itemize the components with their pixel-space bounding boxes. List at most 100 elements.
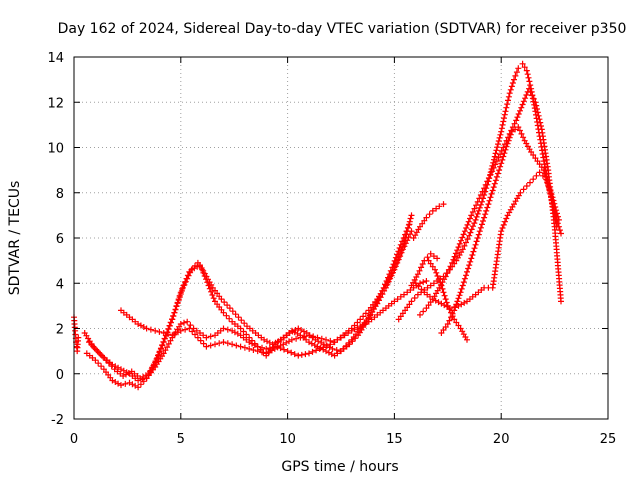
data-point — [500, 230, 503, 232]
data-point — [368, 309, 370, 312]
data-point — [432, 298, 434, 300]
x-axis-label: GPS time / hours — [281, 459, 398, 475]
data-point — [419, 282, 421, 285]
data-point — [342, 334, 344, 337]
data-point — [517, 126, 520, 128]
data-point — [513, 203, 515, 205]
data-point — [199, 332, 201, 334]
data-point — [521, 63, 524, 65]
data-point — [476, 201, 479, 203]
data-point — [120, 368, 122, 371]
data-point — [517, 67, 520, 70]
series-trace-11 — [408, 250, 441, 289]
y-tick-label: 6 — [56, 232, 64, 247]
data-point — [256, 350, 259, 352]
chart-title: Day 162 of 2024, Sidereal Day-to-day VTE… — [58, 21, 627, 37]
data-point — [472, 250, 475, 253]
data-point — [543, 169, 545, 171]
data-point — [180, 330, 182, 332]
data-point — [297, 354, 300, 357]
data-point — [359, 327, 362, 330]
data-point — [120, 384, 122, 386]
data-point — [308, 334, 310, 337]
series-trace-4 — [86, 221, 413, 382]
data-point — [513, 78, 515, 81]
data-point — [406, 291, 409, 294]
data-point — [466, 339, 468, 341]
data-point — [474, 219, 477, 221]
data-point — [447, 323, 449, 325]
data-point — [462, 248, 464, 251]
data-point — [508, 92, 511, 94]
data-point — [491, 287, 494, 289]
y-axis-label: SDTVAR / TECUs — [7, 181, 23, 296]
data-point — [526, 185, 528, 187]
data-point — [188, 327, 191, 330]
data-point — [412, 237, 415, 239]
data-point — [506, 214, 509, 217]
data-point — [423, 259, 426, 262]
data-point — [447, 305, 449, 307]
data-point — [205, 345, 208, 348]
data-point — [425, 216, 428, 219]
data-point — [214, 334, 216, 337]
data-point — [299, 336, 302, 339]
data-point — [229, 307, 231, 309]
data-point — [376, 298, 379, 300]
data-point — [526, 69, 528, 72]
data-point — [248, 348, 250, 350]
data-point — [560, 232, 562, 235]
x-tick-label: 0 — [70, 432, 78, 447]
y-tick-label: 0 — [56, 368, 64, 383]
data-point — [464, 230, 466, 232]
data-point — [308, 352, 310, 355]
tick-layer: 0 5 10 15 20 25 -2 0 2 4 6 8 10 12 14 — [47, 51, 616, 447]
data-point — [76, 350, 78, 352]
data-point — [130, 370, 133, 373]
data-point — [111, 379, 114, 382]
data-point — [511, 130, 513, 133]
data-point — [137, 386, 139, 389]
data-point — [479, 230, 481, 232]
data-point — [192, 327, 195, 330]
data-point — [440, 284, 443, 287]
data-point — [316, 345, 319, 348]
data-point — [186, 320, 188, 323]
data-point — [444, 275, 447, 278]
data-point — [457, 246, 460, 248]
data-point — [314, 339, 317, 341]
data-point — [222, 341, 225, 343]
data-point — [385, 307, 387, 309]
series-trace-9 — [438, 124, 560, 336]
data-point — [214, 343, 216, 346]
data-point — [376, 314, 379, 316]
data-point — [120, 309, 122, 312]
data-point — [438, 287, 441, 289]
data-point — [231, 320, 233, 323]
data-point — [417, 273, 419, 276]
data-point — [498, 169, 500, 171]
x-tick-label: 5 — [177, 432, 185, 447]
data-point — [504, 149, 507, 151]
data-point — [340, 350, 342, 352]
data-point — [220, 298, 223, 300]
data-point — [331, 348, 334, 350]
data-point — [410, 284, 413, 287]
data-point — [432, 210, 434, 212]
data-point — [350, 327, 353, 330]
data-point — [521, 103, 524, 106]
data-point — [530, 151, 532, 153]
data-point — [410, 300, 413, 303]
data-point — [128, 316, 131, 319]
data-point — [254, 332, 257, 334]
data-point — [231, 330, 233, 332]
data-point — [466, 300, 468, 303]
y-tick-label: 8 — [56, 187, 64, 202]
data-point — [128, 382, 131, 384]
data-point — [468, 234, 471, 237]
data-point — [417, 293, 419, 296]
data-point — [494, 155, 496, 158]
data-point — [485, 210, 488, 212]
data-point — [297, 327, 300, 330]
